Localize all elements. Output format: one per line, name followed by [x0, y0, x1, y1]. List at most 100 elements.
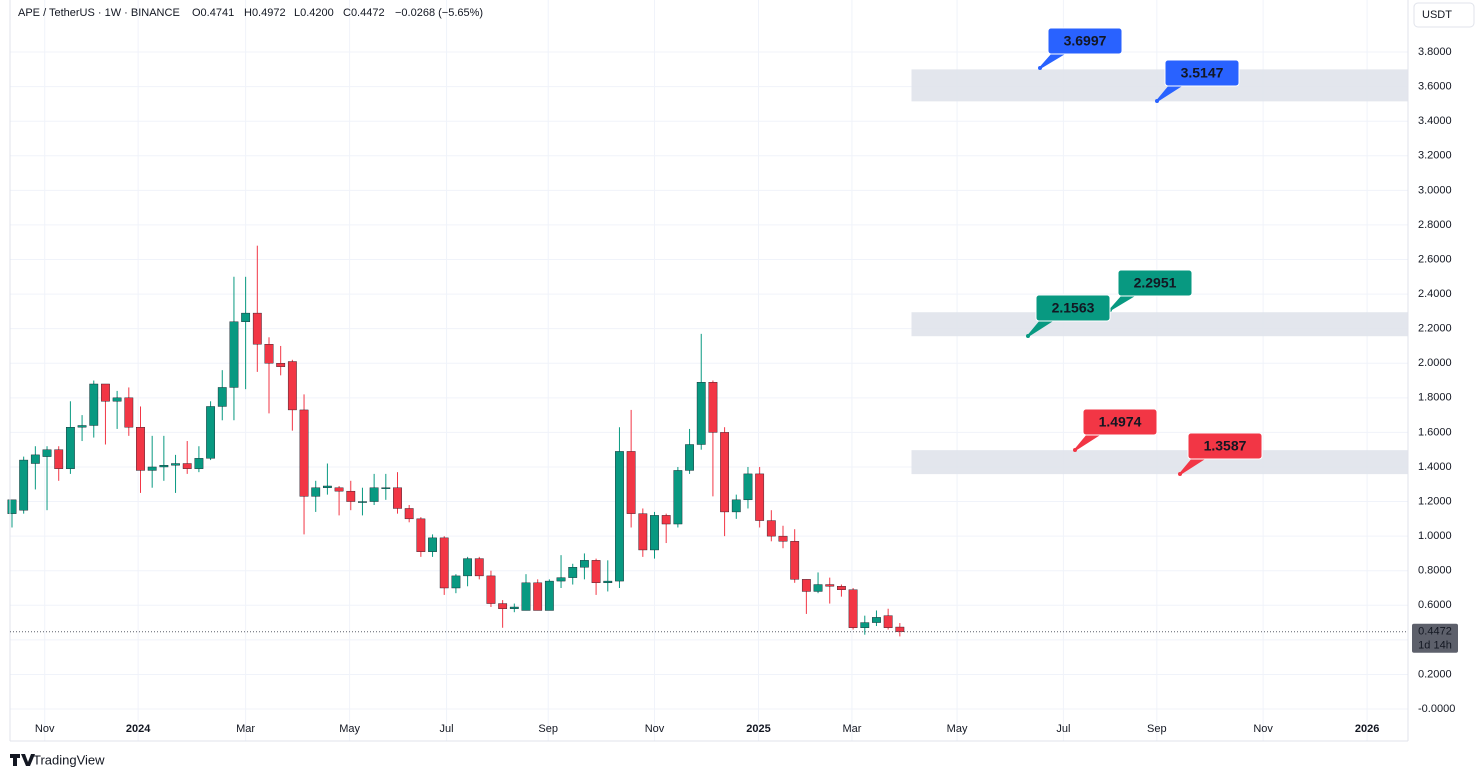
candle-body	[708, 382, 718, 433]
candle-body	[217, 387, 227, 407]
candle-body	[159, 465, 169, 468]
candle-body	[486, 575, 496, 604]
x-tick-label: 2025	[746, 723, 770, 735]
brand: TradingView	[33, 752, 105, 767]
candle-body	[872, 617, 881, 623]
candle-body	[837, 586, 846, 590]
candle-body	[743, 473, 753, 501]
candle-body	[650, 515, 659, 551]
candle-body	[334, 487, 344, 492]
x-tick-label: Nov	[35, 723, 55, 735]
y-tick-label: 3.4000	[1418, 115, 1452, 127]
candle-body	[591, 560, 601, 584]
candle-body	[101, 383, 110, 402]
ohlc-value: −0.0268 (−5.65%)	[395, 7, 483, 19]
x-tick-label: 2026	[1355, 723, 1379, 735]
annotation-label: 1.3587	[1204, 438, 1247, 454]
symbol: APE / TetherUS · 1W · BINANCE	[18, 7, 180, 19]
candle-body	[299, 409, 309, 497]
candle-body	[65, 427, 75, 469]
unit-label[interactable]: USDT	[1422, 9, 1452, 21]
candle-body	[19, 459, 29, 511]
candle-body	[463, 558, 472, 577]
candle-body	[661, 515, 671, 525]
candle-body	[124, 397, 134, 428]
countdown: 1d 14h	[1418, 640, 1452, 652]
candle-body	[755, 473, 765, 521]
candle-body	[369, 487, 379, 502]
y-tick-label: 3.2000	[1418, 150, 1452, 162]
candle-body	[171, 463, 180, 466]
candle-body	[147, 466, 157, 471]
candle-body	[603, 580, 613, 584]
ohlc-value: L0.4200	[294, 7, 334, 19]
candle-body	[358, 501, 367, 503]
y-tick-label: 0.2000	[1418, 668, 1452, 680]
candle-body	[206, 406, 215, 459]
candle-body	[638, 513, 648, 551]
ohlc-value: C0.4472	[343, 7, 385, 19]
candle-body	[42, 449, 52, 457]
candle-body	[381, 487, 391, 489]
y-tick-label: 3.0000	[1418, 184, 1452, 196]
last-price-label: 0.4472	[1418, 626, 1452, 638]
annotation-anchor	[1026, 334, 1030, 338]
candle-body	[252, 312, 262, 345]
candle-body	[521, 582, 531, 611]
candle-body	[626, 451, 636, 514]
brand-logo	[10, 754, 35, 766]
annotation-box	[1164, 59, 1240, 87]
candle-body	[182, 463, 192, 469]
candle-body	[766, 520, 776, 537]
candle-body	[451, 575, 461, 589]
x-tick-label: Nov	[645, 723, 665, 735]
zone	[911, 450, 1408, 475]
annotation-label: 2.2951	[1134, 275, 1177, 291]
candle-body	[346, 490, 356, 502]
y-tick-label: 3.6000	[1418, 81, 1452, 93]
annotation-label: 3.5147	[1181, 65, 1224, 81]
y-tick-label: 0.8000	[1418, 565, 1452, 577]
y-tick-label: 1.0000	[1418, 530, 1452, 542]
candle-body	[194, 458, 204, 469]
candle-body	[533, 582, 543, 611]
unit-button[interactable]	[1413, 2, 1475, 28]
last-price-box	[1412, 623, 1458, 653]
candle-body	[848, 589, 858, 628]
candle-body	[895, 626, 905, 632]
zone	[911, 69, 1408, 102]
y-tick-label: 2.0000	[1418, 357, 1452, 369]
annotation-box	[1082, 408, 1158, 436]
x-tick-label: May	[947, 723, 968, 735]
y-tick-label: 0.6000	[1418, 599, 1452, 611]
candle-body	[229, 321, 239, 388]
y-tick-label: 2.6000	[1418, 253, 1452, 265]
y-tick-label: 2.4000	[1418, 288, 1452, 300]
candle-body	[813, 584, 823, 592]
candle-body	[393, 487, 402, 509]
candle-body	[544, 580, 554, 611]
ohlc-value: H0.4972	[244, 7, 286, 19]
candle-body	[883, 615, 893, 628]
candle-body	[580, 560, 589, 568]
x-tick-label: 2024	[126, 723, 151, 735]
annotation-anchor	[1178, 472, 1182, 476]
candle-body	[241, 312, 251, 322]
candle-body	[696, 382, 706, 445]
candle-body	[498, 603, 508, 609]
x-tick-label: Jul	[440, 723, 454, 735]
candle-body	[264, 344, 274, 364]
candle-body	[322, 485, 332, 488]
candle-body	[136, 427, 145, 471]
annotation-label: 1.4974	[1099, 414, 1142, 430]
annotation-anchor	[1073, 448, 1077, 452]
y-tick-label: 3.8000	[1418, 46, 1452, 58]
candle-body	[673, 470, 683, 525]
x-tick-label: May	[339, 723, 360, 735]
y-tick-label: 1.2000	[1418, 495, 1452, 507]
y-tick-label: 1.8000	[1418, 392, 1452, 404]
y-tick-label: -0.0000	[1418, 703, 1455, 715]
